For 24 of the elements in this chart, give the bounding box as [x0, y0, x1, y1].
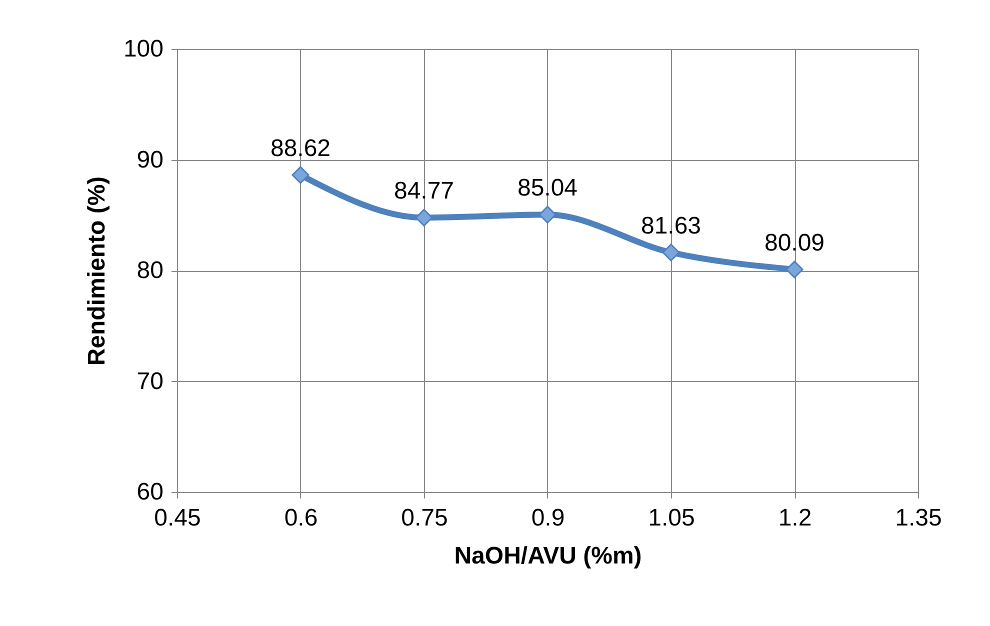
y-tick-label: 100: [123, 36, 164, 62]
point: [538, 206, 556, 224]
data-label: 80.09: [764, 230, 825, 257]
y-tick-label: 60: [136, 478, 164, 506]
x-tick-label: 0.6: [284, 504, 318, 532]
point: [292, 166, 310, 184]
point: [662, 244, 680, 262]
y-axis-title: Rendimiento (%): [83, 176, 110, 366]
x-axis-title: NaOH/AVU (%m): [454, 542, 642, 570]
y-tick-label: 80: [136, 257, 164, 284]
x-tick-label: 1.2: [778, 504, 812, 532]
x-tick-label: 1.35: [895, 504, 942, 532]
x-tick-label: 1.05: [648, 504, 695, 532]
point: [415, 208, 433, 226]
data-label: 81.63: [640, 212, 702, 240]
data-label: 84.77: [394, 178, 454, 205]
data-label: 88.62: [270, 135, 331, 162]
y-tick-label: 90: [136, 146, 164, 174]
x-tick-label: 0.75: [401, 504, 448, 532]
x-tick-label: 0.9: [531, 504, 565, 532]
point: [786, 260, 804, 278]
y-tick-label: 70: [136, 368, 164, 395]
data-label: 85.04: [517, 174, 578, 202]
x-tick-label: 0.45: [154, 504, 201, 532]
